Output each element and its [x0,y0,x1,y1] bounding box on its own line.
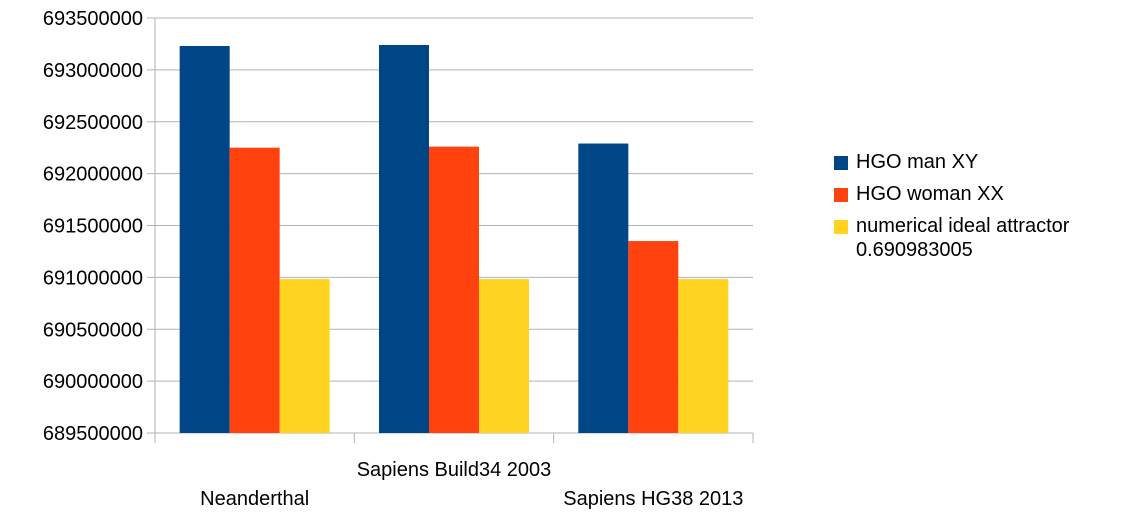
legend-item-series-3: numerical ideal attractor 0.690983005 [834,214,1069,262]
bar-series-1 [379,44,429,433]
legend-label-series-2: HGO woman XX [856,183,1004,205]
y-tick-label: 692500000 [43,112,143,134]
bar-series-2 [429,146,479,433]
bar-series-2 [229,147,280,433]
y-tick-label: 689500000 [43,423,143,445]
legend-swatch-series-1 [834,156,848,170]
bar-series-3 [678,279,729,433]
y-tick-label: 692000000 [43,164,143,186]
bar-series-1 [578,143,629,433]
legend-swatch-series-2 [834,188,848,202]
y-tick-label: 693500000 [43,8,143,30]
legend-item-series-1: HGO man XY [834,150,1069,174]
y-tick-label: 693000000 [43,60,143,82]
legend-swatch-series-3 [834,220,848,234]
legend-item-series-2: HGO woman XX [834,182,1069,206]
legend-label-series-3: numerical ideal attractor 0.690983005 [856,215,1070,261]
bar-series-2 [628,241,679,433]
y-tick-label: 690500000 [43,319,143,341]
x-category-label: Neanderthal [200,488,309,510]
bar-series-1 [179,46,230,433]
bar-series-3 [479,279,529,433]
y-tick-label: 690000000 [43,371,143,393]
legend-label-series-1: HGO man XY [856,151,979,173]
bar-series-3 [279,279,330,433]
y-tick-label: 691500000 [43,216,143,238]
x-category-label: Sapiens Build34 2003 [357,459,552,481]
y-tick-label: 691000000 [43,267,143,289]
chart-legend: HGO man XY HGO woman XX numerical ideal … [834,150,1069,270]
x-category-label: Sapiens HG38 2013 [563,488,743,510]
